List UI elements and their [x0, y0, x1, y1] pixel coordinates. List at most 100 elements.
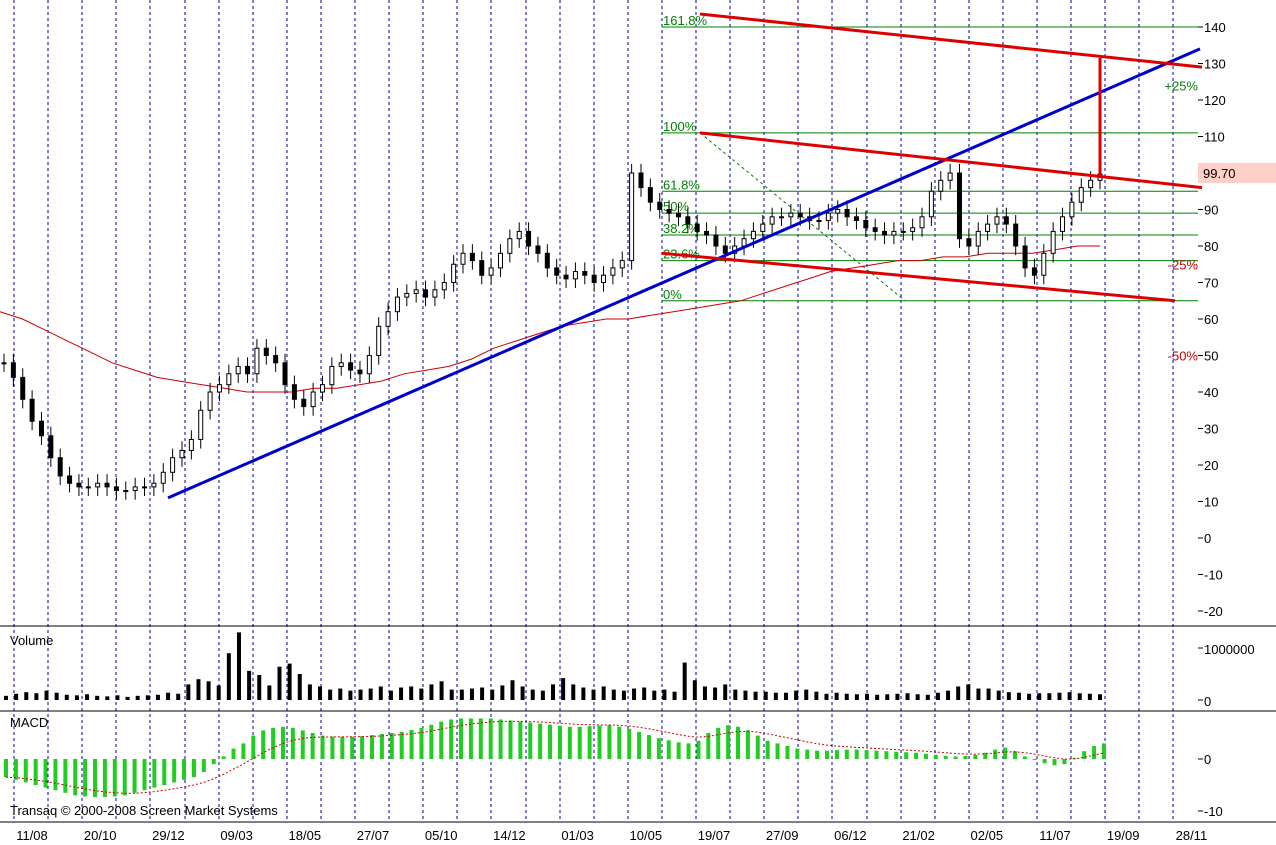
- volume-bar: [439, 681, 444, 700]
- macd-bar: [736, 726, 740, 759]
- candle-body: [310, 391, 316, 408]
- macd-bar: [290, 727, 295, 759]
- candle-body: [554, 267, 560, 276]
- candle-body: [291, 384, 297, 400]
- volume-bar: [64, 694, 69, 700]
- volume-bar: [1037, 693, 1042, 700]
- candle-body: [872, 227, 878, 232]
- x-tick-label: 28/11: [1176, 828, 1208, 843]
- volume-bar: [277, 666, 282, 700]
- volume-bar: [115, 695, 120, 700]
- volume-bar: [581, 687, 586, 700]
- fibonacci-levels: 161.8%100%61.8%50%38.2%23.6%0%+25%-25%-5…: [662, 13, 1198, 364]
- volume-bar: [206, 681, 211, 700]
- volume-bar: [388, 690, 393, 700]
- y-tick-label: 50: [1204, 349, 1218, 364]
- price-panel: 161.8%100%61.8%50%38.2%23.6%0%+25%-25%-5…: [0, 12, 1276, 619]
- macd-bar: [459, 718, 464, 759]
- y-tick-label: 0: [1204, 531, 1211, 546]
- macd-bar: [686, 743, 691, 759]
- candle-body: [572, 271, 578, 280]
- volume-bar: [419, 688, 424, 700]
- macd-bar: [389, 733, 394, 759]
- volume-bar: [399, 687, 404, 700]
- candle-body: [357, 369, 363, 375]
- candle-body: [10, 362, 16, 378]
- volume-bar: [257, 675, 262, 700]
- macd-bar: [696, 740, 701, 759]
- candle-body: [1041, 252, 1047, 276]
- volume-bar: [1047, 693, 1052, 700]
- volume-bar: [338, 688, 343, 700]
- macd-tick-0: 0: [1204, 752, 1211, 767]
- candle-body: [451, 263, 457, 283]
- candle-body: [113, 486, 119, 492]
- x-tick-label: 14/12: [493, 828, 526, 843]
- candle-body: [1069, 201, 1075, 218]
- macd-bar: [23, 759, 28, 783]
- macd-bar: [825, 750, 830, 759]
- candle-body: [844, 209, 850, 218]
- candle-body: [413, 289, 419, 294]
- moving-average-line: [0, 245, 1100, 393]
- x-tick-label: 01/03: [561, 828, 594, 843]
- x-tick-label: 10/05: [630, 828, 663, 843]
- candle-body: [245, 365, 251, 375]
- volume-bar: [632, 688, 637, 700]
- red-channel-upper-line: [699, 131, 1203, 190]
- macd-bar: [172, 759, 177, 783]
- volume-bar: [105, 696, 110, 700]
- fib-level-label: 38.2%: [663, 221, 700, 236]
- volume-bar: [773, 692, 778, 700]
- price-y-axis: 1401301201101009080706050403020100-10-20: [1198, 20, 1226, 619]
- candle-body: [900, 230, 906, 233]
- candle-body: [638, 172, 644, 189]
- macd-bar: [815, 750, 820, 759]
- volume-bar: [85, 694, 90, 700]
- candle-body: [207, 391, 213, 411]
- candle-body: [582, 271, 588, 276]
- macd-bar: [191, 759, 196, 778]
- volume-bar: [297, 674, 302, 700]
- candle-body: [319, 384, 325, 393]
- candle-body: [469, 252, 475, 262]
- macd-bar: [488, 718, 493, 759]
- volume-bar: [885, 694, 890, 700]
- candle-body: [975, 230, 981, 247]
- macd-bar: [864, 750, 869, 759]
- volume-bar: [996, 690, 1001, 700]
- candle-body: [629, 172, 635, 262]
- fib-level-label: 100%: [663, 119, 697, 134]
- macd-bar: [1082, 751, 1087, 759]
- candle-body: [666, 209, 672, 214]
- volume-tick-1000000: 1000000: [1204, 642, 1255, 657]
- volume-bar: [814, 691, 819, 700]
- candle-body: [254, 347, 260, 375]
- volume-bar: [925, 694, 930, 700]
- candle-body: [910, 227, 916, 232]
- candle-body: [348, 362, 354, 371]
- macd-bar: [4, 759, 8, 778]
- macd-bar: [676, 742, 681, 759]
- volume-bars: [4, 632, 1203, 701]
- candle-body: [226, 373, 232, 386]
- candle-body: [1050, 230, 1056, 254]
- volume-bar: [368, 688, 373, 700]
- volume-bar: [469, 688, 474, 700]
- candle-body: [301, 398, 307, 408]
- macd-bar: [706, 733, 711, 759]
- volume-bar: [307, 684, 312, 700]
- candle-body: [488, 267, 494, 276]
- volume-bar: [14, 693, 19, 700]
- volume-bar: [267, 685, 272, 700]
- y-tick-label: 120: [1204, 93, 1226, 108]
- projection-label: -25%: [1168, 257, 1199, 272]
- macd-bar: [1012, 751, 1017, 759]
- volume-bar: [500, 685, 505, 700]
- fib-level-label: 161.8%: [663, 13, 708, 28]
- candle-body: [741, 238, 747, 247]
- volume-bar: [236, 632, 241, 700]
- volume-bar: [854, 694, 859, 700]
- trendlines: [167, 12, 1203, 500]
- macd-bar: [943, 755, 948, 759]
